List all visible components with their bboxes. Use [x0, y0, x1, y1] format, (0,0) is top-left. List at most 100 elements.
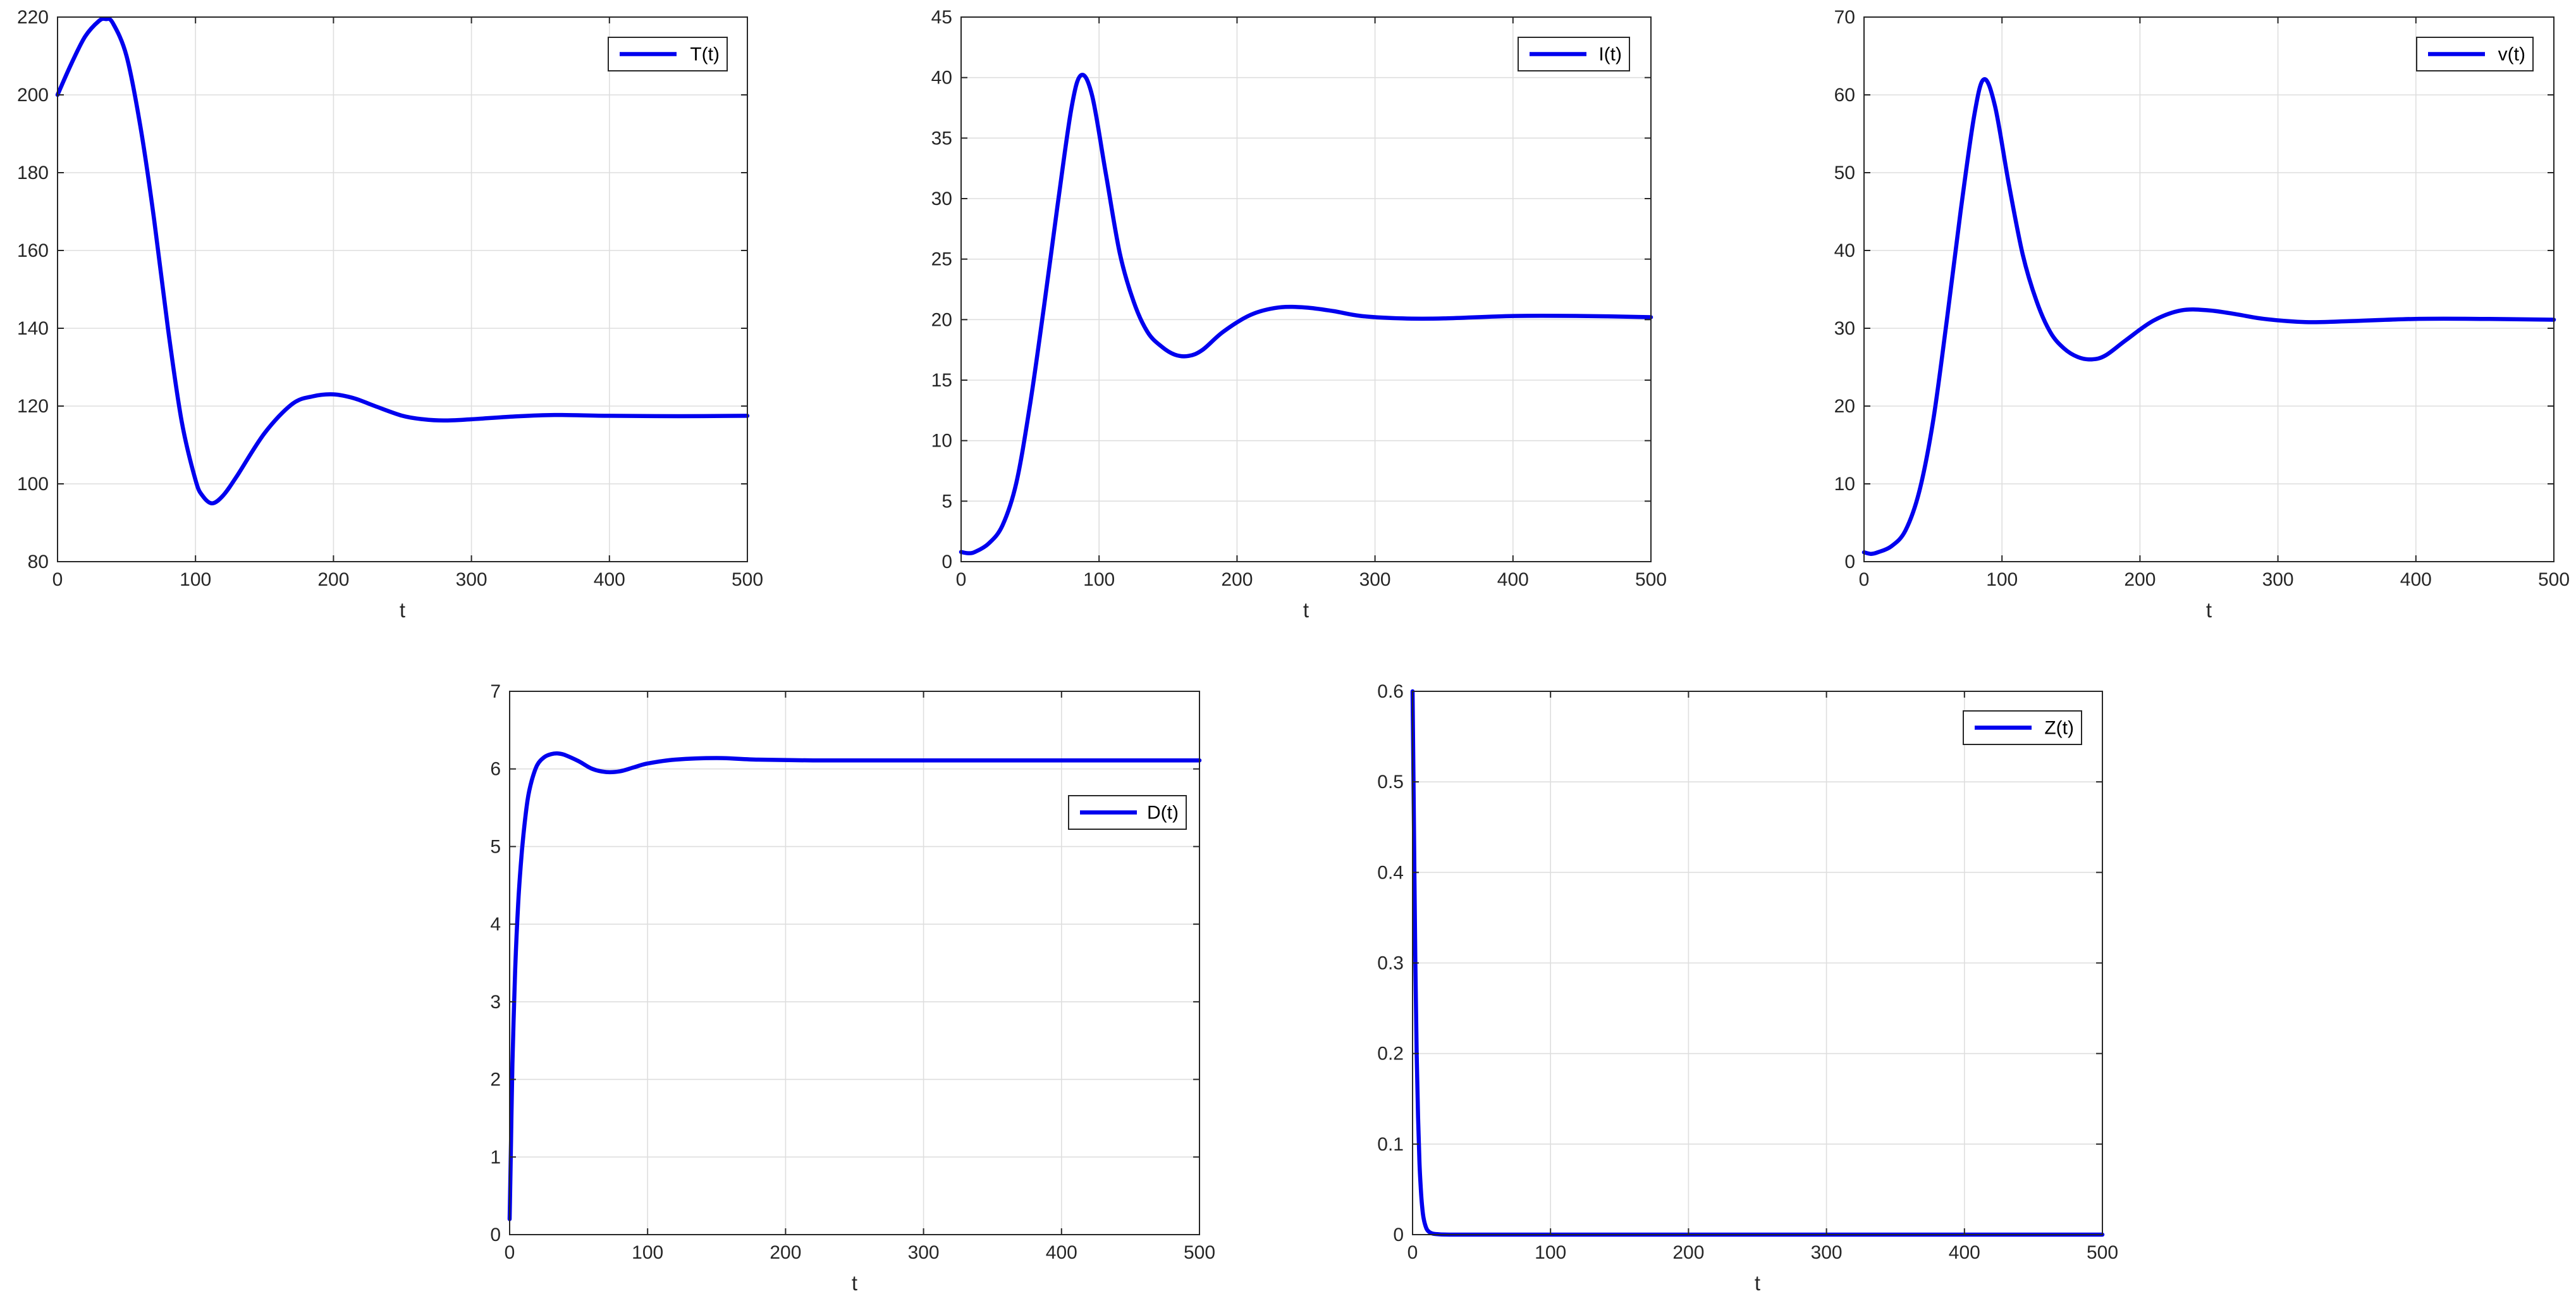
y-tick-label: 25	[931, 249, 952, 270]
x-tick-label: 500	[2538, 569, 2570, 590]
x-tick-label: 200	[2124, 569, 2156, 590]
x-tick-label: 300	[908, 1242, 940, 1263]
x-tick-label: 200	[770, 1242, 801, 1263]
y-tick-label: 1	[490, 1147, 501, 1168]
axes-background	[510, 691, 1199, 1235]
y-tick-label: 35	[931, 128, 952, 149]
y-tick-label: 100	[17, 474, 49, 495]
x-tick-label: 400	[2400, 569, 2432, 590]
y-tick-label: 0.6	[1377, 681, 1404, 702]
y-tick-label: 20	[1834, 396, 1855, 417]
y-tick-label: 5	[490, 836, 501, 857]
y-tick-label: 15	[931, 370, 952, 391]
x-tick-label: 500	[1184, 1242, 1215, 1263]
x-tick-label: 500	[2087, 1242, 2118, 1263]
x-axis-label: t	[400, 598, 405, 622]
legend: Z(t)	[1963, 710, 2082, 745]
y-tick-label: 40	[1834, 240, 1855, 261]
x-tick-label: 500	[732, 569, 763, 590]
axes-frame	[509, 691, 1200, 1235]
axes-frame	[1863, 16, 2555, 562]
x-tick-label: 0	[52, 569, 63, 590]
legend-label: D(t)	[1147, 803, 1179, 824]
y-tick-label: 6	[490, 759, 501, 780]
axes-frame	[960, 16, 1652, 562]
y-tick-label: 40	[931, 68, 952, 89]
x-tick-label: 300	[2262, 569, 2294, 590]
x-axis-label: t	[2206, 598, 2212, 622]
plot-panel-v: 0 100 200 300 400 500 0 10 20 30 40 50 60 70 t v(t)	[1834, 7, 2570, 622]
y-tick-label: 0	[1844, 552, 1855, 572]
y-tick-label: 140	[17, 318, 49, 339]
x-tick-label: 300	[456, 569, 488, 590]
y-tick-label: 0	[1393, 1225, 1404, 1245]
y-tick-label: 7	[490, 681, 501, 702]
y-tick-label: 2	[490, 1070, 501, 1090]
y-tick-label: 0	[490, 1225, 501, 1245]
legend-label: v(t)	[2498, 44, 2525, 65]
y-tick-label: 10	[931, 431, 952, 452]
x-tick-label: 200	[1221, 569, 1253, 590]
legend-label: Z(t)	[2044, 718, 2074, 739]
x-tick-label: 400	[594, 569, 625, 590]
x-axis-label: t	[1303, 598, 1309, 622]
y-tick-label: 160	[17, 240, 49, 261]
y-tick-label: 0.4	[1377, 862, 1404, 883]
x-tick-label: 0	[1859, 569, 1870, 590]
legend: T(t)	[608, 37, 728, 71]
y-tick-label: 0	[941, 552, 952, 572]
legend: I(t)	[1518, 37, 1630, 71]
legend: v(t)	[2416, 37, 2534, 71]
x-tick-label: 400	[1949, 1242, 1980, 1263]
y-tick-label: 30	[931, 188, 952, 209]
y-tick-label: 10	[1834, 474, 1855, 495]
x-tick-label: 0	[956, 569, 967, 590]
x-tick-label: 100	[632, 1242, 663, 1263]
y-tick-label: 0.3	[1377, 953, 1404, 974]
legend-label: T(t)	[690, 44, 720, 65]
y-tick-label: 0.5	[1377, 772, 1404, 793]
series-line-T(t)	[55, 16, 750, 506]
series-line-I(t)	[959, 73, 1653, 555]
y-tick-label: 0.1	[1377, 1134, 1404, 1155]
y-tick-label: 3	[490, 992, 501, 1013]
legend-label: I(t)	[1598, 44, 1622, 65]
axes-background	[1864, 17, 2554, 562]
y-tick-label: 220	[17, 7, 49, 28]
plot-panel-Z: 0 100 200 300 400 500 0 0.1 0.2 0.3 0.4 0.5 0.6 t Z(t)	[1377, 681, 2118, 1295]
y-tick-label: 30	[1834, 318, 1855, 339]
plot-panel-D: 0 100 200 300 400 500 0 1 2 3 4 5 6 7 t D(t)	[490, 681, 1215, 1295]
y-tick-label: 70	[1834, 7, 1855, 28]
y-tick-label: 80	[28, 552, 49, 572]
x-tick-label: 300	[1359, 569, 1391, 590]
y-tick-label: 20	[931, 309, 952, 330]
series-line-D(t)	[507, 751, 1202, 1221]
plot-panel-T: 0 100 200 300 400 500 80 100 120 140 160 180 200 220 t…	[17, 7, 763, 622]
x-tick-label: 100	[180, 569, 211, 590]
axes-frame	[57, 16, 748, 562]
x-tick-label: 300	[1811, 1242, 1843, 1263]
y-tick-label: 5	[941, 491, 952, 512]
x-tick-label: 0	[1408, 1242, 1418, 1263]
x-tick-label: 200	[317, 569, 349, 590]
axes-background	[961, 17, 1651, 562]
legend: D(t)	[1068, 795, 1187, 830]
y-tick-label: 60	[1834, 85, 1855, 106]
y-tick-label: 120	[17, 396, 49, 417]
y-tick-label: 180	[17, 163, 49, 183]
x-tick-label: 0	[505, 1242, 515, 1263]
axes-background	[58, 17, 747, 562]
x-tick-label: 200	[1672, 1242, 1704, 1263]
x-tick-label: 100	[1986, 569, 2018, 590]
x-tick-label: 400	[1046, 1242, 1077, 1263]
x-axis-label: t	[1755, 1271, 1760, 1295]
y-tick-label: 200	[17, 85, 49, 106]
x-tick-label: 500	[1635, 569, 1667, 590]
series-line-v(t)	[1861, 77, 2556, 556]
x-tick-label: 100	[1083, 569, 1115, 590]
plot-panel-I: 0 100 200 300 400 500 0 5 10 15 20 25 30 35 40 45 t I(t)	[931, 7, 1667, 622]
y-tick-label: 4	[490, 914, 501, 935]
y-tick-label: 50	[1834, 163, 1855, 183]
y-tick-label: 45	[931, 7, 952, 28]
